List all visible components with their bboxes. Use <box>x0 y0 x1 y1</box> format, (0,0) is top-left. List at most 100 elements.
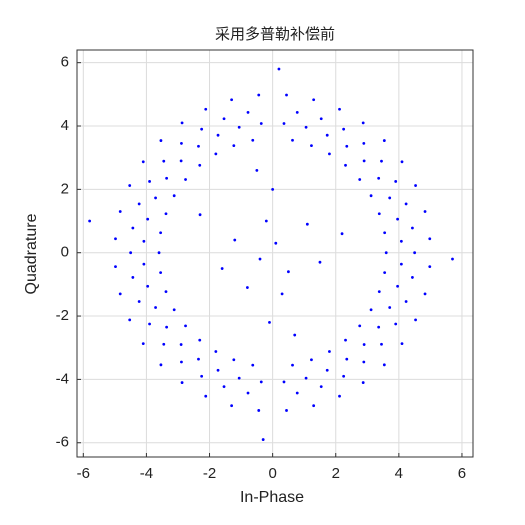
point <box>128 184 132 187</box>
point <box>362 343 366 346</box>
point <box>318 260 322 264</box>
point <box>384 251 388 255</box>
point <box>198 213 202 217</box>
point <box>362 360 366 364</box>
point <box>404 202 408 206</box>
point <box>274 241 278 245</box>
point <box>312 98 316 102</box>
x-tick-label: 0 <box>268 465 276 482</box>
point <box>400 160 404 164</box>
point <box>344 163 347 167</box>
point <box>184 178 187 181</box>
point <box>377 325 381 329</box>
point <box>165 325 169 329</box>
x-tick-label: -6 <box>77 465 90 482</box>
point <box>251 363 255 367</box>
point <box>131 226 135 230</box>
point <box>340 232 344 236</box>
point <box>291 363 294 367</box>
point <box>325 133 329 137</box>
point <box>232 144 236 148</box>
x-axis-label: In-Phase <box>240 489 304 506</box>
point <box>204 107 208 111</box>
point <box>361 381 365 384</box>
point <box>342 374 346 378</box>
point <box>377 212 381 216</box>
point <box>399 239 403 243</box>
point <box>369 308 373 312</box>
point <box>394 180 398 183</box>
point <box>382 363 386 367</box>
point <box>342 127 346 131</box>
point <box>291 138 294 142</box>
point <box>257 409 261 412</box>
point <box>216 133 220 137</box>
point <box>428 265 432 269</box>
point <box>251 138 255 142</box>
point <box>230 404 234 408</box>
point <box>216 368 220 372</box>
point <box>404 300 408 303</box>
point <box>380 342 383 346</box>
y-tick-label: -4 <box>56 370 69 387</box>
point <box>358 324 362 328</box>
point <box>338 394 341 398</box>
point <box>246 391 250 395</box>
point <box>382 139 386 142</box>
point <box>162 342 166 346</box>
point <box>388 196 392 200</box>
point <box>285 93 288 97</box>
point <box>255 168 259 172</box>
point <box>197 144 200 148</box>
point <box>137 300 141 303</box>
point <box>154 306 157 309</box>
point <box>204 394 208 398</box>
point <box>310 144 313 148</box>
y-tick-label: -6 <box>56 434 69 451</box>
y-tick-label: 2 <box>61 180 69 197</box>
point <box>358 178 362 181</box>
point <box>179 159 183 163</box>
point <box>305 222 309 226</box>
point <box>222 117 226 121</box>
point <box>180 121 184 125</box>
point <box>164 290 168 294</box>
point <box>141 160 145 164</box>
point <box>399 262 403 266</box>
point <box>328 152 331 156</box>
point <box>180 381 184 384</box>
point <box>414 184 417 187</box>
point <box>388 306 392 309</box>
point <box>142 239 146 243</box>
chart-title: 采用多普勒补偿前 <box>215 26 335 43</box>
point <box>164 212 168 216</box>
x-tick-label: -2 <box>203 465 216 482</box>
point <box>377 290 381 294</box>
point <box>287 270 290 274</box>
point <box>280 292 284 296</box>
point <box>293 333 297 337</box>
point <box>232 358 236 362</box>
point <box>383 231 387 235</box>
point <box>200 127 204 131</box>
point <box>148 180 151 183</box>
point <box>319 117 323 121</box>
point <box>451 257 454 261</box>
point <box>180 360 183 364</box>
point <box>312 404 316 408</box>
point <box>129 251 133 255</box>
point <box>214 350 218 353</box>
y-axis-label: Quadrature <box>23 213 40 294</box>
point <box>423 210 427 213</box>
point <box>146 284 150 288</box>
point <box>377 176 381 180</box>
point <box>184 324 187 328</box>
point <box>214 152 218 156</box>
point <box>319 385 323 389</box>
point <box>198 163 202 167</box>
y-tick-label: -2 <box>56 307 69 324</box>
point <box>197 357 200 361</box>
point <box>361 121 365 125</box>
point <box>114 265 117 269</box>
